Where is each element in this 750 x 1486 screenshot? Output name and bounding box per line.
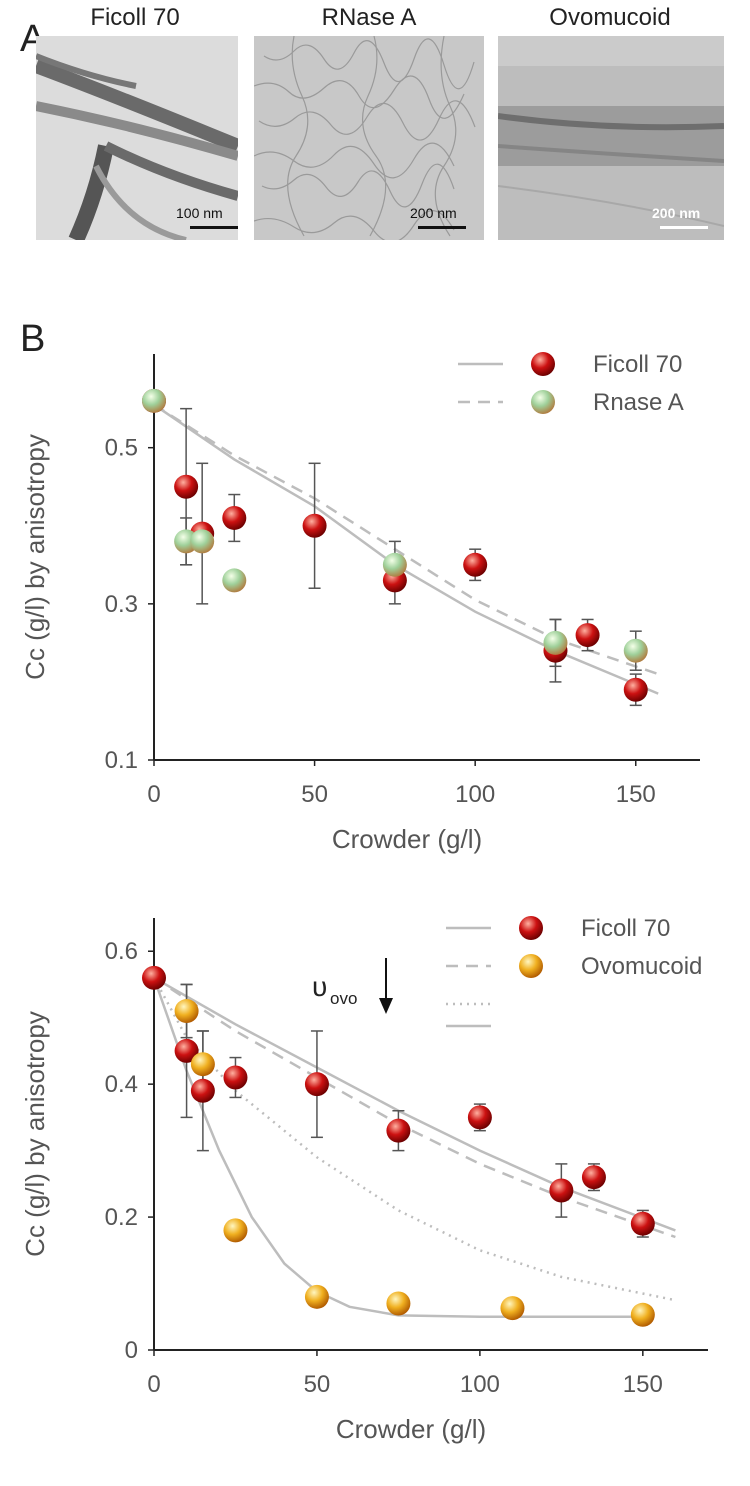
data-point-green <box>142 388 166 413</box>
data-point-red <box>575 623 600 648</box>
data-point-red <box>623 677 648 702</box>
data-point-red <box>142 965 166 990</box>
annotation-arrow-head <box>379 998 393 1014</box>
x-tick-label: 150 <box>616 781 656 808</box>
y-axis-label: Cc (g/l) by anisotropy <box>20 1011 50 1257</box>
data-point-yellow <box>223 1218 248 1243</box>
legend-label: Rnase A <box>593 389 684 416</box>
x-axis-label: Crowder (g/l) <box>336 1414 486 1444</box>
scale-bar-ovomucoid <box>660 226 708 229</box>
micrograph-ficoll <box>36 36 238 240</box>
y-tick-label: 0.3 <box>105 591 138 618</box>
x-axis-label: Crowder (g/l) <box>332 824 482 854</box>
data-point-red <box>174 1038 199 1063</box>
y-axis-label: Cc (g/l) by anisotropy <box>20 434 50 680</box>
panel-b-letter: B <box>20 318 46 360</box>
annotation-subscript: ovo <box>330 989 357 1008</box>
data-point-red <box>222 505 247 530</box>
x-tick-label: 50 <box>304 1371 331 1398</box>
legend-label: Ovomucoid <box>581 953 702 980</box>
data-point-yellow <box>304 1284 329 1309</box>
fit-curve-dashed <box>153 976 676 1239</box>
y-tick-label: 0.5 <box>105 435 138 462</box>
data-point-red <box>549 1178 574 1203</box>
x-tick-label: 0 <box>147 1371 160 1398</box>
data-point-green <box>382 552 407 577</box>
scale-bar-rnase <box>418 226 466 229</box>
fit-curve-solid <box>153 976 676 1232</box>
data-point-yellow <box>174 999 199 1024</box>
scale-bar-ficoll <box>190 226 238 229</box>
y-tick-label: 0.1 <box>105 747 138 774</box>
y-tick-label: 0.2 <box>105 1204 138 1231</box>
annotation-symbol: υ <box>312 971 327 1002</box>
data-point-red <box>630 1211 655 1236</box>
data-point-green <box>222 568 247 593</box>
data-point-green <box>190 529 215 554</box>
data-point-red <box>304 1072 329 1097</box>
data-point-green <box>543 630 568 655</box>
micrograph-title-rnase: RNase A <box>321 4 417 31</box>
micrograph-rnase <box>254 36 484 240</box>
data-point-red <box>190 1078 215 1103</box>
legend-marker-red <box>531 352 555 376</box>
anisotropy-chart-rnase: 0 50 100 150 0.1 0.3 0.5 Crowder (g/l) Cc (g/l) … <box>20 351 700 854</box>
y-tick-label: 0.6 <box>105 938 138 965</box>
data-point-yellow <box>630 1302 655 1327</box>
x-tick-label: 100 <box>455 781 495 808</box>
micrograph-title-ficoll: Ficoll 70 <box>90 4 180 31</box>
data-point-red <box>302 513 327 538</box>
data-point-green <box>623 638 648 663</box>
y-tick-label: 0.4 <box>105 1071 138 1098</box>
data-point-red <box>467 1105 492 1130</box>
legend-marker-red <box>519 916 543 940</box>
scale-label-ovomucoid: 200 nm <box>652 205 701 221</box>
data-point-yellow <box>190 1052 215 1077</box>
x-tick-label: 150 <box>623 1371 663 1398</box>
legend-marker-green <box>531 390 555 414</box>
scale-label-rnase: 200 nm <box>410 205 457 221</box>
data-point-yellow <box>386 1291 411 1316</box>
legend-marker-yellow <box>519 954 543 978</box>
micrograph-title-ovomucoid: Ovomucoid <box>549 4 671 31</box>
fit-curve-dotted <box>152 977 676 1302</box>
scale-label-ficoll: 100 nm <box>176 205 223 221</box>
x-tick-label: 0 <box>147 781 160 808</box>
legend-label: Ficoll 70 <box>593 351 682 378</box>
y-tick-label: 0 <box>125 1337 138 1364</box>
data-point-yellow <box>500 1296 525 1321</box>
data-point-red <box>223 1065 248 1090</box>
anisotropy-chart-ovomucoid: 0 50 100 150 0 0.2 0.4 0.6 Crowder (g/l) Cc (g/l)… <box>20 915 708 1444</box>
legend-label: Ficoll 70 <box>581 915 670 942</box>
x-tick-label: 100 <box>460 1371 500 1398</box>
data-point-red <box>463 552 488 577</box>
data-point-red <box>581 1165 606 1190</box>
data-point-red <box>174 474 199 499</box>
data-point-red <box>386 1118 411 1143</box>
micrograph-ovomucoid <box>498 36 724 240</box>
x-tick-label: 50 <box>301 781 328 808</box>
